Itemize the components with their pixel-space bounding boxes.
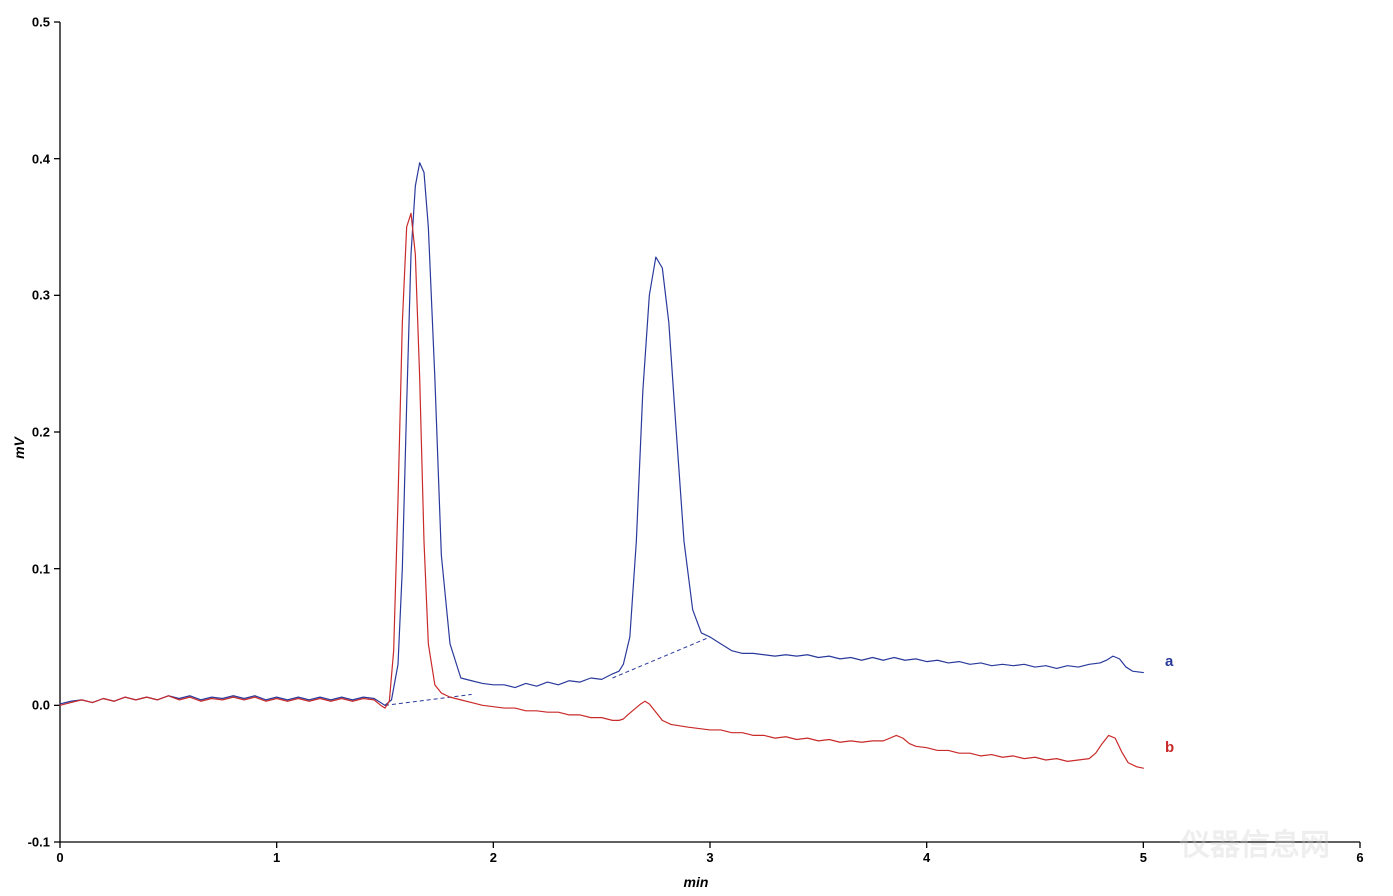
y-tick-label: -0.1 — [28, 835, 50, 850]
y-tick-label: 0.0 — [32, 698, 50, 713]
y-tick-label: 0.5 — [32, 15, 50, 30]
x-tick-label: 4 — [923, 850, 930, 865]
x-axis-label: min — [684, 874, 709, 890]
y-tick-label: 0.1 — [32, 561, 50, 576]
x-tick-label: 6 — [1356, 850, 1363, 865]
x-tick-label: 1 — [273, 850, 280, 865]
x-tick-label: 2 — [490, 850, 497, 865]
x-tick-label: 0 — [56, 850, 63, 865]
chromatogram-chart: mV min 0123456-0.10.00.10.20.30.40.5 ab … — [0, 0, 1393, 896]
chart-plot-svg — [0, 0, 1393, 896]
x-tick-label: 3 — [706, 850, 713, 865]
y-tick-label: 0.2 — [32, 425, 50, 440]
series-label-a: a — [1165, 653, 1173, 670]
x-tick-label: 5 — [1140, 850, 1147, 865]
y-tick-label: 0.4 — [32, 151, 50, 166]
y-axis-label: mV — [11, 437, 27, 459]
series-label-b: b — [1165, 739, 1174, 756]
y-tick-label: 0.3 — [32, 288, 50, 303]
